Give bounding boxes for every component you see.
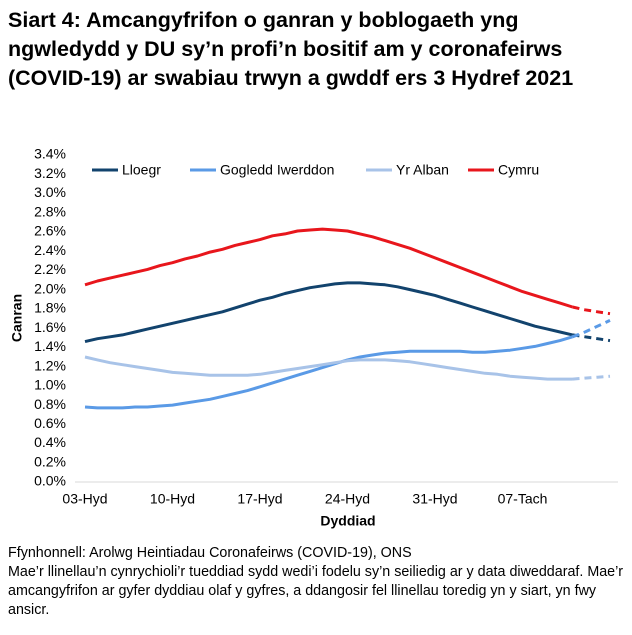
y-tick-label: 3.2% xyxy=(34,165,66,181)
y-tick-label: 2.8% xyxy=(34,203,66,219)
line-series-projected xyxy=(572,305,611,316)
x-tick-label: 10-Hyd xyxy=(150,491,195,507)
y-tick-label: 3.4% xyxy=(34,146,66,162)
legend-label: Cymru xyxy=(498,162,539,178)
x-tick-label: 07-Tach xyxy=(498,491,548,507)
y-tick-label: 1.0% xyxy=(34,377,66,393)
note: Mae’r llinellau’n cynrychioli’r tueddiad… xyxy=(8,564,624,618)
y-tick-label: 0.0% xyxy=(34,473,66,489)
line-series-projected xyxy=(572,374,611,381)
x-tick-label: 31-Hyd xyxy=(412,491,457,507)
x-tick-label: 17-Hyd xyxy=(237,491,282,507)
legend-label: Gogledd Iwerddon xyxy=(220,162,334,178)
y-tick-label: 0.2% xyxy=(34,453,66,469)
y-tick-label: 1.2% xyxy=(34,357,66,373)
y-tick-label: 0.6% xyxy=(34,415,66,431)
chart: 0.0% 0.2% 0.4% 0.6% 0.8% 1.0% 1.2% 1.4% 1.6% 1.8%… xyxy=(9,146,618,529)
line-series xyxy=(84,281,573,344)
x-tick-label: 03-Hyd xyxy=(62,491,107,507)
y-tick-label: 1.8% xyxy=(34,300,66,316)
y-tick-label: 2.6% xyxy=(34,223,66,239)
y-tick-label: 3.0% xyxy=(34,184,66,200)
y-tick-label: 0.4% xyxy=(34,434,66,450)
y-tick-label: 1.6% xyxy=(34,319,66,335)
y-tick-label: 2.0% xyxy=(34,280,66,296)
legend-label: Yr Alban xyxy=(396,162,449,178)
x-axis-label: Dyddiad xyxy=(320,513,375,529)
line-series xyxy=(84,227,573,309)
y-tick-label: 1.4% xyxy=(34,338,66,354)
line-series-projected xyxy=(571,319,611,339)
legend-label: Lloegr xyxy=(122,162,161,178)
source: Ffynhonnell: Arolwg Heintiadau Coronafei… xyxy=(8,545,412,561)
y-tick-label: 0.8% xyxy=(34,396,66,412)
y-axis-label: Canran xyxy=(9,294,25,342)
line-series xyxy=(84,355,573,381)
line-series xyxy=(84,335,573,410)
y-tick-label: 2.2% xyxy=(34,261,66,277)
x-tick-label: 24-Hyd xyxy=(325,491,370,507)
chart-title: Siart 4: Amcangyfrifon o ganran y boblog… xyxy=(8,8,574,90)
y-tick-label: 2.4% xyxy=(34,242,66,258)
footer: Ffynhonnell: Arolwg Heintiadau Coronafei… xyxy=(8,544,628,620)
